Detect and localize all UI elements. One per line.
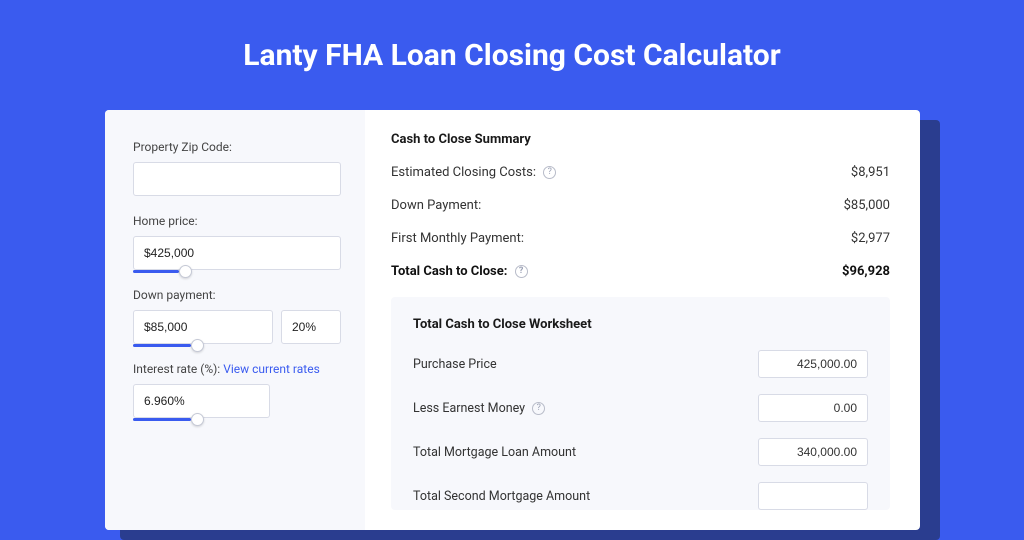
home-price-slider-thumb[interactable] (179, 265, 192, 278)
interest-input[interactable] (133, 384, 270, 418)
worksheet-row: Total Mortgage Loan Amount (413, 438, 868, 466)
worksheet-row: Total Second Mortgage Amount (413, 482, 868, 510)
help-icon[interactable]: ? (532, 402, 545, 415)
summary-total-value: $96,928 (842, 264, 890, 279)
down-payment-slider[interactable] (133, 310, 341, 344)
zip-input[interactable] (133, 162, 341, 196)
summary-value: $8,951 (851, 165, 890, 180)
home-price-label: Home price: (133, 214, 341, 228)
home-price-slider-track (133, 270, 179, 273)
inputs-panel: Property Zip Code: Home price: Down paym… (105, 110, 365, 530)
interest-label-text: Interest rate (%): (133, 362, 220, 376)
worksheet-input[interactable] (758, 482, 868, 510)
summary-label-text: Estimated Closing Costs: (391, 165, 536, 180)
interest-slider[interactable] (133, 384, 270, 418)
worksheet-label: Purchase Price (413, 357, 497, 372)
home-price-input[interactable] (133, 236, 341, 270)
summary-label: First Monthly Payment: (391, 231, 524, 246)
help-icon[interactable]: ? (515, 265, 528, 278)
home-price-field: Home price: (133, 214, 341, 270)
worksheet-label: Less Earnest Money ? (413, 401, 545, 416)
down-payment-slider-track (133, 344, 191, 347)
summary-title: Cash to Close Summary (391, 132, 890, 147)
zip-field: Property Zip Code: (133, 140, 341, 196)
worksheet-row: Purchase Price (413, 350, 868, 378)
interest-label: Interest rate (%): View current rates (133, 362, 341, 376)
zip-label: Property Zip Code: (133, 140, 341, 154)
interest-slider-track (133, 418, 191, 421)
worksheet-panel: Total Cash to Close Worksheet Purchase P… (391, 297, 890, 510)
summary-total-label-text: Total Cash to Close: (391, 264, 507, 279)
down-payment-input[interactable] (133, 310, 273, 344)
down-payment-field: Down payment: (133, 288, 341, 344)
worksheet-input[interactable] (758, 350, 868, 378)
calculator-card: Property Zip Code: Home price: Down paym… (105, 110, 920, 530)
summary-label: Estimated Closing Costs: ? (391, 165, 556, 180)
worksheet-label: Total Mortgage Loan Amount (413, 445, 576, 460)
down-payment-label: Down payment: (133, 288, 341, 302)
interest-field: Interest rate (%): View current rates (133, 362, 341, 418)
summary-row: Down Payment: $85,000 (391, 198, 890, 213)
summary-row: First Monthly Payment: $2,977 (391, 231, 890, 246)
summary-total-row: Total Cash to Close: ? $96,928 (391, 264, 890, 279)
worksheet-input[interactable] (758, 394, 868, 422)
down-payment-pct-input[interactable] (281, 310, 341, 344)
worksheet-label-text: Less Earnest Money (413, 401, 525, 416)
home-price-slider[interactable] (133, 236, 341, 270)
worksheet-label: Total Second Mortgage Amount (413, 489, 590, 504)
summary-label: Down Payment: (391, 198, 481, 213)
summary-row: Estimated Closing Costs: ? $8,951 (391, 165, 890, 180)
help-icon[interactable]: ? (543, 166, 556, 179)
worksheet-input[interactable] (758, 438, 868, 466)
worksheet-title: Total Cash to Close Worksheet (413, 317, 868, 332)
results-panel: Cash to Close Summary Estimated Closing … (365, 110, 920, 530)
down-payment-slider-thumb[interactable] (191, 339, 204, 352)
summary-value: $85,000 (844, 198, 890, 213)
summary-total-label: Total Cash to Close: ? (391, 264, 528, 279)
view-rates-link[interactable]: View current rates (223, 362, 320, 376)
summary-value: $2,977 (851, 231, 890, 246)
worksheet-row: Less Earnest Money ? (413, 394, 868, 422)
page-title: Lanty FHA Loan Closing Cost Calculator (0, 0, 1024, 101)
interest-slider-thumb[interactable] (191, 413, 204, 426)
